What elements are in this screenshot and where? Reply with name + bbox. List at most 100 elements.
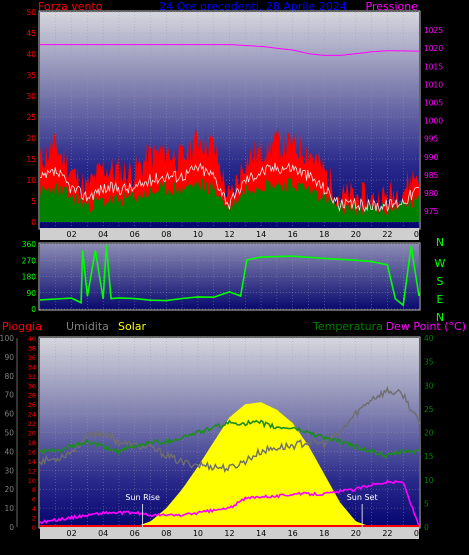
climate-hour-tick-06: 06	[130, 529, 140, 538]
pressure-tick-975: 975	[424, 207, 439, 216]
humidity-tick-90: 90	[4, 353, 14, 362]
dewpoint-line	[39, 479, 420, 528]
rain-label: Pioggia	[2, 320, 42, 333]
hour-tick-04: 04	[98, 230, 108, 239]
pressure-tick-1000: 1000	[424, 117, 443, 126]
pressure-label: Pressione	[366, 0, 419, 13]
sun-set-label: Sun Set	[347, 493, 378, 502]
hour-tick-22: 22	[382, 230, 392, 239]
wind-tick-35: 35	[26, 71, 36, 80]
compass-S-2: S	[437, 275, 444, 288]
climate-hour-tick-04: 04	[98, 529, 108, 538]
hour-tick-02: 02	[66, 230, 76, 239]
wind-series	[40, 44, 420, 222]
humidity-tick-40: 40	[4, 447, 14, 456]
climate-hour-tick-20: 20	[351, 529, 361, 538]
direction-tick-270: 270	[22, 256, 37, 265]
rain-tick-14: 14	[28, 458, 36, 466]
rain-tick-6: 6	[32, 496, 36, 504]
wind-tick-45: 45	[26, 29, 36, 38]
climate-hour-tick-16: 16	[288, 529, 298, 538]
pressure-tick-980: 980	[424, 189, 439, 198]
climate-hour-tick-12: 12	[224, 529, 234, 538]
rain-tick-26: 26	[28, 401, 36, 409]
rain-tick-22: 22	[28, 420, 36, 428]
pressure-axis: 975 980 985 990 995 1000 1005 1010 1015 1020 1025	[424, 26, 443, 216]
humidity-tick-0: 0	[9, 523, 14, 532]
pressure-tick-990: 990	[424, 153, 439, 162]
wind-tick-30: 30	[26, 92, 36, 101]
hour-tick-08: 08	[161, 230, 171, 239]
humidity-tick-50: 50	[4, 429, 14, 438]
pressure-tick-1025: 1025	[424, 26, 443, 35]
rain-tick-8: 8	[32, 486, 36, 494]
rain-tick-24: 24	[28, 411, 36, 419]
temperature-tick-5: 5	[424, 499, 429, 508]
hour-tick-10: 10	[193, 230, 203, 239]
hour-tick-12: 12	[224, 230, 234, 239]
rain-tick-32: 32	[28, 373, 36, 381]
wind-tick-20: 20	[26, 134, 36, 143]
hour-tick-00: 00	[414, 230, 424, 239]
temperature-axis: 0 5 10 15 20 25 30 35 40	[424, 334, 434, 532]
hour-tick-16: 16	[288, 230, 298, 239]
humidity-tick-60: 60	[4, 410, 14, 419]
humidity-tick-80: 80	[4, 372, 14, 381]
wind-tick-5: 5	[31, 197, 36, 206]
humidity-tick-70: 70	[4, 391, 14, 400]
rain-tick-4: 4	[32, 505, 36, 513]
temperature-tick-15: 15	[424, 452, 434, 461]
rain-tick-20: 20	[28, 430, 36, 438]
wind-tick-50: 50	[26, 8, 36, 17]
climate-series	[39, 386, 420, 528]
rain-tick-38: 38	[28, 344, 36, 352]
wind-tick-25: 25	[26, 113, 36, 122]
period-title: 24 Ore precedenti, 28 Aprile 2024	[159, 0, 347, 13]
direction-panel-border	[38, 242, 421, 311]
rain-tick-40: 40	[28, 335, 36, 343]
climate-hour-tick-00: 00	[414, 529, 424, 538]
temperature-tick-25: 25	[424, 405, 434, 414]
rain-tick-0: 0	[32, 524, 36, 532]
hour-tick-14: 14	[256, 230, 266, 239]
rain-tick-36: 36	[28, 354, 36, 362]
temperature-tick-40: 40	[424, 334, 434, 343]
rain-tick-2: 2	[32, 515, 36, 523]
climate-hour-tick-02: 02	[66, 529, 76, 538]
direction-tick-360: 360	[22, 240, 37, 249]
rain-tick-34: 34	[28, 363, 36, 371]
wind-mean-line	[40, 162, 420, 213]
compass-N-0: N	[436, 236, 444, 249]
direction-tick-0: 0	[31, 305, 36, 314]
humidity-tick-10: 10	[4, 504, 14, 513]
pressure-tick-1005: 1005	[424, 99, 443, 108]
hour-tick-20: 20	[351, 230, 361, 239]
wind-tick-0: 0	[31, 218, 36, 227]
wind-speed-axis: 0 5 10 15 20 25 30 35 40 45 50	[26, 8, 36, 227]
temperature-label: Temperatura	[312, 320, 383, 333]
humidity-tick-30: 30	[4, 466, 14, 475]
direction-axis: 0 90 180 270 360	[22, 240, 37, 314]
temperature-tick-0: 0	[424, 523, 429, 532]
climate-hour-tick-08: 08	[161, 529, 171, 538]
pressure-tick-1015: 1015	[424, 62, 443, 71]
wind-tick-15: 15	[26, 155, 36, 164]
rain-tick-18: 18	[28, 439, 36, 447]
humidity-axis: 0 10 20 30 40 50 60 70 80 90 100	[0, 334, 18, 532]
temperature-line	[39, 419, 420, 460]
wind-speed-label: Forza vento	[38, 0, 103, 13]
direction-series	[39, 244, 420, 307]
climate-hour-tick-18: 18	[319, 529, 329, 538]
direction-tick-90: 90	[26, 289, 36, 298]
temperature-tick-20: 20	[424, 429, 434, 438]
wind-direction-line	[39, 244, 420, 307]
wind-panel-xaxis-band	[40, 228, 419, 240]
climate-hour-tick-22: 22	[382, 529, 392, 538]
humidity-line	[39, 386, 420, 474]
pressure-tick-995: 995	[424, 135, 439, 144]
climate-hour-tick-14: 14	[256, 529, 266, 538]
wind-tick-40: 40	[26, 50, 36, 59]
solar-area	[134, 402, 372, 527]
rain-tick-16: 16	[28, 448, 36, 456]
